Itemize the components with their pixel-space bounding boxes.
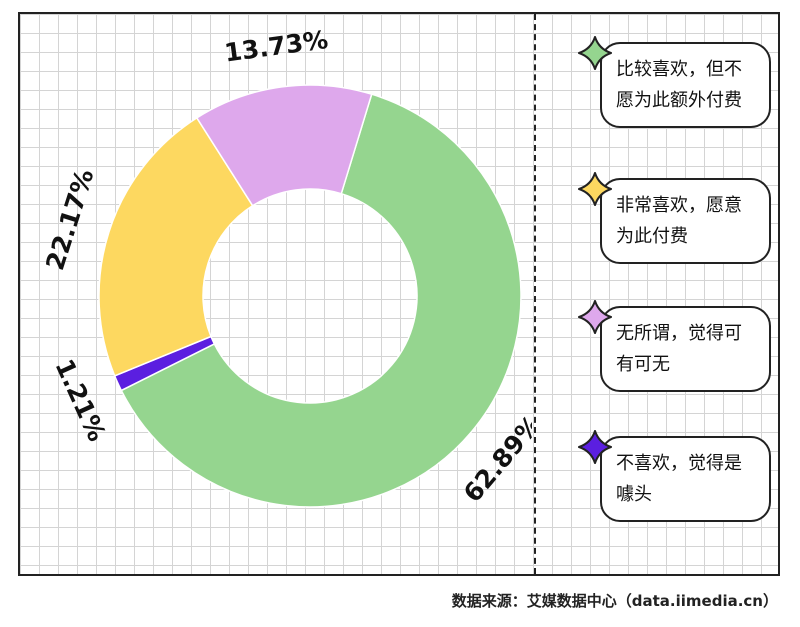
data-label: 22.17% xyxy=(40,166,99,274)
legend-label-line1: 无所谓，觉得可 xyxy=(616,323,742,344)
slice-willing-to-pay xyxy=(98,116,254,377)
legend-item-4: 不喜欢，觉得是 噱头 xyxy=(578,430,773,524)
sparkle-star-icon xyxy=(578,36,612,70)
dashed-divider xyxy=(534,14,536,574)
legend-item-2: 非常喜欢，愿意 为此付费 xyxy=(578,172,773,266)
legend-label-line1: 不喜欢，觉得是 xyxy=(616,453,742,474)
legend-item-1: 比较喜欢，但不 愿为此额外付费 xyxy=(578,36,773,130)
legend-label-line2: 愿为此额外付费 xyxy=(616,90,742,111)
sparkle-star-icon xyxy=(578,430,612,464)
slice-indifferent xyxy=(195,84,373,207)
data-label: 13.73% xyxy=(223,25,330,68)
legend-label-line1: 比较喜欢，但不 xyxy=(616,59,742,80)
legend-box: 比较喜欢，但不 愿为此额外付费 xyxy=(600,42,771,128)
legend-label-line2: 为此付费 xyxy=(616,226,688,247)
sparkle-star-icon xyxy=(578,172,612,206)
legend-label-line2: 噱头 xyxy=(616,484,652,505)
legend-box: 非常喜欢，愿意 为此付费 xyxy=(600,178,771,264)
legend-label-line2: 有可无 xyxy=(616,354,670,375)
legend-item-3: 无所谓，觉得可 有可无 xyxy=(578,300,773,394)
donut-chart: 62.89%1.21%22.17%13.73% xyxy=(40,25,532,508)
sparkle-star-icon xyxy=(578,300,612,334)
legend-label-line1: 非常喜欢，愿意 xyxy=(616,195,742,216)
slice-not-willing-to-pay xyxy=(120,93,522,508)
legend-box: 不喜欢，觉得是 噱头 xyxy=(600,436,771,522)
legend-box: 无所谓，觉得可 有可无 xyxy=(600,306,771,392)
chart-frame: 62.89% 1.21% 22.17% 13.73% 比较喜欢，但不 愿为此额外付费 … xyxy=(18,12,780,576)
data-label: 1.21% xyxy=(49,355,111,446)
data-source-note: 数据来源：艾媒数据中心（data.iimedia.cn） xyxy=(451,592,778,610)
